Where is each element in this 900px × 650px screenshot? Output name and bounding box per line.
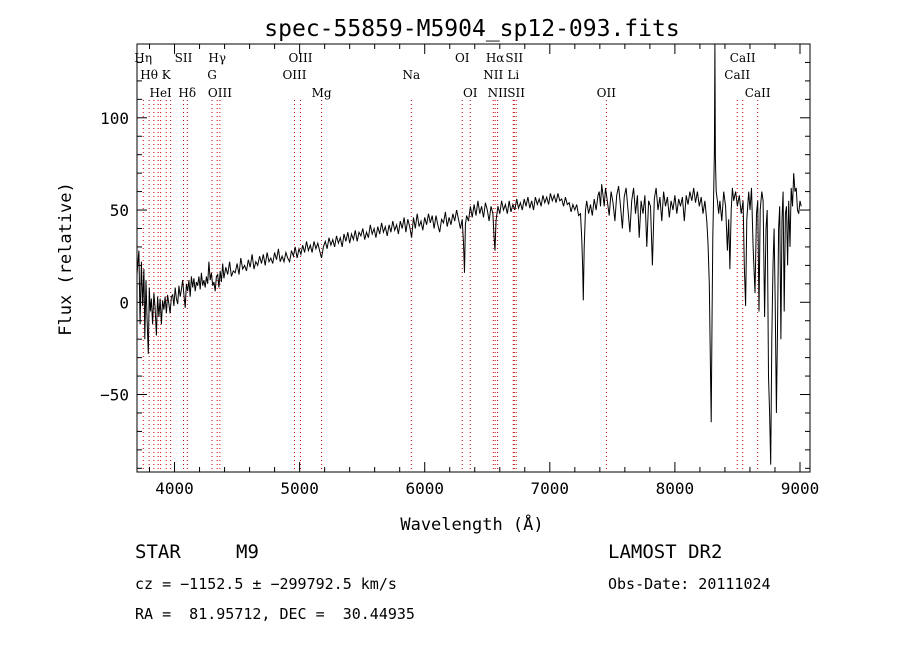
spectral-line-label: Hδ xyxy=(178,86,196,100)
spectral-line-label: NII xyxy=(483,68,503,82)
spectral-line-label: OIII xyxy=(288,51,312,65)
spectral-line-label: Hη xyxy=(134,51,152,65)
chart-title: spec-55859-M5904_sp12-093.fits xyxy=(264,16,679,42)
spectral-line-label: Li xyxy=(507,68,519,82)
survey-name: LAMOST DR2 xyxy=(608,541,723,563)
observation-date: Obs-Date: 20111024 xyxy=(608,575,771,593)
x-tick-label: 9000 xyxy=(781,479,820,498)
spectral-line-label: CaII xyxy=(724,68,750,82)
spectral-line-label: OIII xyxy=(282,68,306,82)
spectral-line-label: OII xyxy=(597,86,617,100)
x-tick-label: 4000 xyxy=(155,479,194,498)
spectral-line-label: OI xyxy=(455,51,470,65)
spectral-line-label: CaII xyxy=(730,51,756,65)
y-tick-label: 0 xyxy=(119,293,129,312)
spectral-line-label: NII xyxy=(488,86,508,100)
x-axis-label: Wavelength (Å) xyxy=(400,513,543,535)
x-tick-label: 7000 xyxy=(531,479,570,498)
redshift-line: cz = −1152.5 ± −299792.5 km/s xyxy=(135,575,397,593)
axes: 4000 5000 6000 7000 8000 9000 −50 0 50 100 xyxy=(100,43,820,498)
spectral-line-label: SII xyxy=(507,86,525,100)
spectral-line-label: Hγ xyxy=(208,51,226,65)
spectral-line-label: G xyxy=(207,68,217,82)
spectral-line-label: K xyxy=(162,68,172,82)
spectral-line-markers xyxy=(142,100,759,472)
spectral-line-label: Na xyxy=(403,68,421,82)
spectrum-line xyxy=(137,44,802,465)
object-subclass: M9 xyxy=(236,541,259,563)
spectral-line-label: SII xyxy=(175,51,193,65)
y-axis-label: Flux (relative) xyxy=(56,182,76,336)
spectral-line-label: CaII xyxy=(745,86,771,100)
sky-coordinates: RA = 81.95712, DEC = 30.44935 xyxy=(135,605,415,623)
x-tick-label: 5000 xyxy=(280,479,319,498)
spectral-line-labels: HηHθHeIKSIIHδGHγOIIIOIIIOIIIMgNaOIOINIIH… xyxy=(134,51,770,100)
plot-area xyxy=(137,44,802,465)
spectral-line-label: Hα xyxy=(486,51,505,65)
object-class: STAR xyxy=(135,541,181,563)
spectral-line-label: OI xyxy=(463,86,478,100)
y-tick-label: 50 xyxy=(110,201,129,220)
spectral-line-label: Hθ xyxy=(140,68,158,82)
y-tick-label: −50 xyxy=(100,386,129,405)
spectral-line-label: HeI xyxy=(149,86,172,100)
plot-frame xyxy=(136,43,811,473)
spectral-line-label: OIII xyxy=(208,86,232,100)
x-tick-label: 6000 xyxy=(405,479,444,498)
y-tick-label: 100 xyxy=(100,109,129,128)
x-tick-label: 8000 xyxy=(656,479,695,498)
spectral-line-label: SII xyxy=(505,51,523,65)
spectral-line-label: Mg xyxy=(312,86,332,100)
